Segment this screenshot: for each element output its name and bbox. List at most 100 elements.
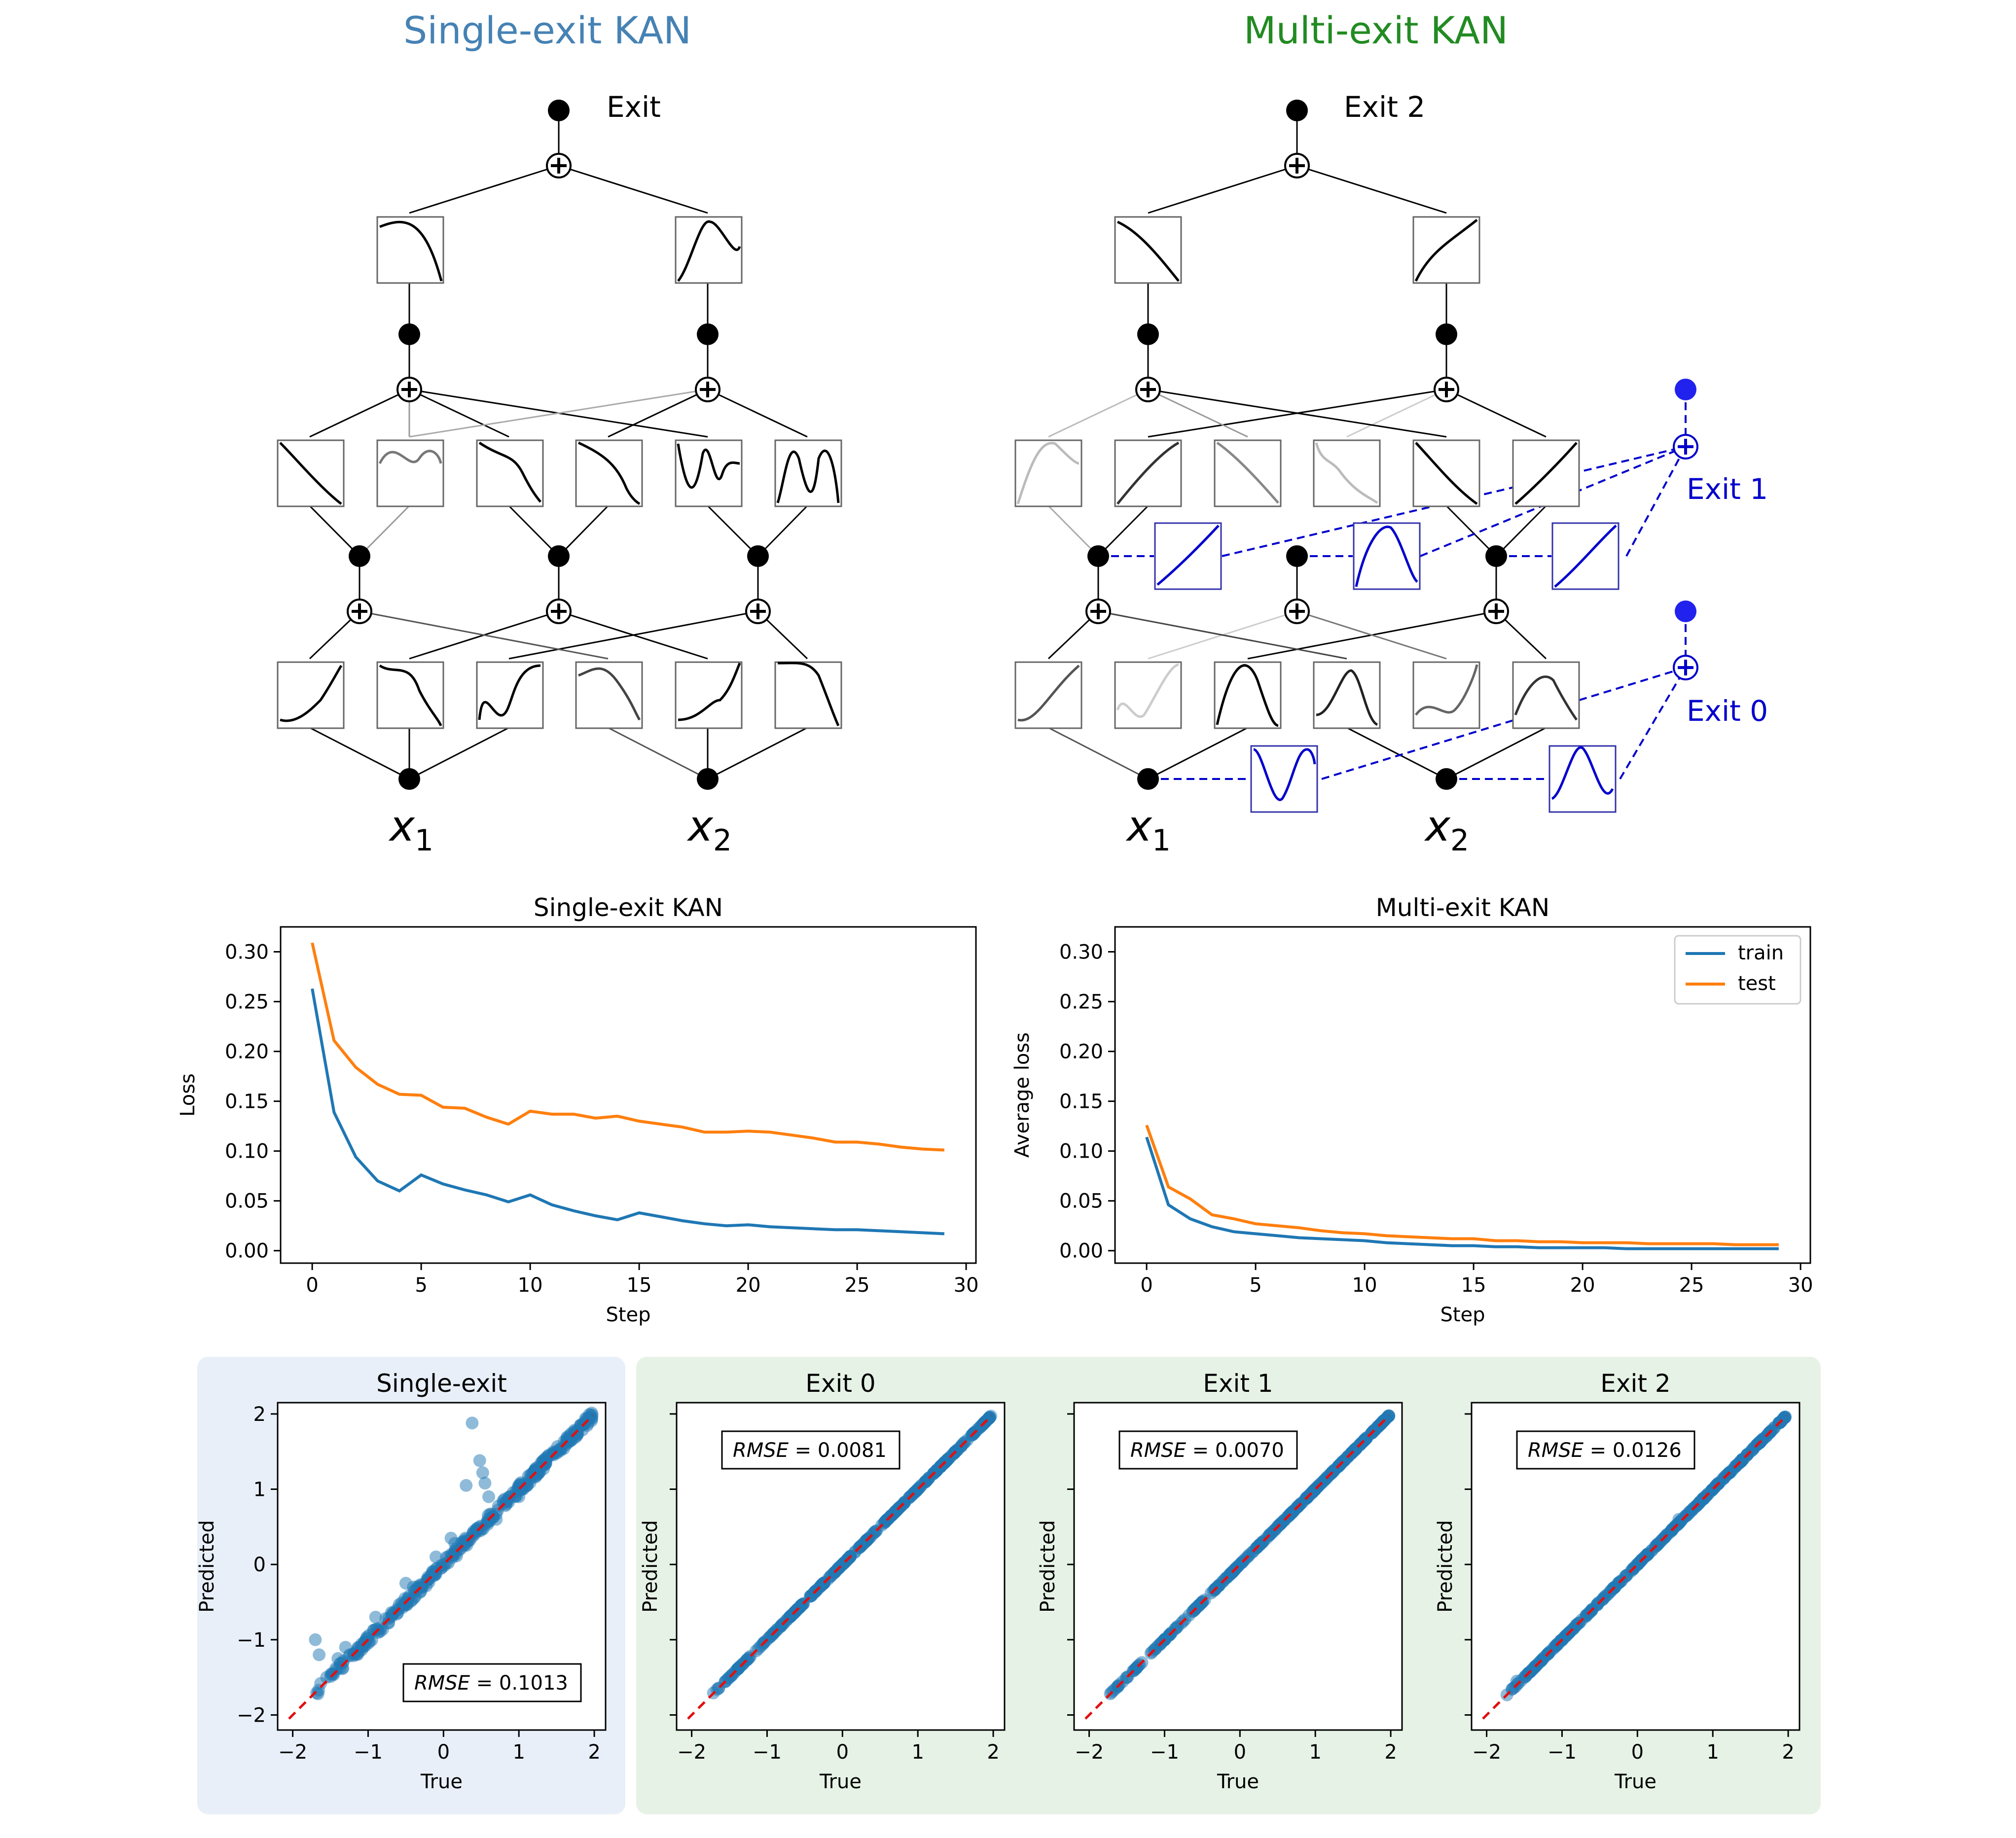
scatter-0-point xyxy=(431,1561,444,1575)
scatter-1-annotation-box xyxy=(721,1430,900,1470)
scatter-0-point xyxy=(339,1641,352,1654)
exit-0-scatter: Exit 0 −2 −1 0 1 2 True Predicted RMSE = 0.0081 xyxy=(639,1369,1006,1793)
loss-multi-xtick-label: 30 xyxy=(1788,1274,1813,1297)
loss-single-xtick-label: 15 xyxy=(627,1274,652,1297)
scatter-0-point xyxy=(476,1466,489,1479)
scatter-0-point xyxy=(398,1592,412,1605)
scatter-3-xtick-label: −2 xyxy=(1472,1741,1501,1764)
scatter-0-point xyxy=(558,1435,571,1448)
scatter-0-xtick-label: 0 xyxy=(437,1741,450,1764)
scatter-1-annotation: RMSE = 0.0081 xyxy=(733,1439,887,1462)
loss-single-ylabel: Loss xyxy=(177,1073,199,1117)
loss-single-xtick-label: 5 xyxy=(415,1274,427,1297)
scatter-2-xtick-label: 2 xyxy=(1384,1741,1397,1764)
single-exit-kan-diagram: Single-exit KAN xyxy=(277,8,842,858)
scatter-3-frame xyxy=(1471,1402,1800,1731)
scatter-3-title: Exit 2 xyxy=(1600,1369,1670,1398)
multi-exit-output-label-0: Exit 0 xyxy=(1687,694,1768,728)
scatter-3-xtick-label: 2 xyxy=(1782,1741,1794,1764)
scatter-1-xtick-label: −1 xyxy=(753,1741,782,1764)
scatter-2-annotation-value: = 0.0070 xyxy=(1186,1439,1284,1462)
scatter-1-ylabel: Predicted xyxy=(639,1520,662,1613)
scatter-0-point xyxy=(473,1454,486,1467)
scatter-0-point xyxy=(391,1607,403,1621)
scatter-0-ytick-label: 2 xyxy=(253,1403,266,1426)
multi-input-x2: x2 xyxy=(1424,802,1469,858)
loss-multi-legend-label-1: test xyxy=(1738,972,1776,995)
scatter-1-annotation-label: RMSE xyxy=(733,1439,789,1462)
loss-multi-frame xyxy=(1114,926,1811,1264)
scatter-3-reference-line xyxy=(1482,1414,1788,1720)
scatter-0-annotation-value: = 0.1013 xyxy=(470,1672,568,1695)
loss-single-series-1-line xyxy=(311,942,945,1152)
scatter-2-ylabel: Predicted xyxy=(1037,1520,1059,1613)
loss-multi-series-1-line xyxy=(1145,1125,1779,1246)
loss-single-ytick-label: 0.25 xyxy=(225,991,269,1014)
scatter-2-frame xyxy=(1073,1402,1403,1731)
scatter-0-reference-line xyxy=(288,1414,594,1720)
loss-multi-xtick-label: 15 xyxy=(1461,1274,1486,1297)
single-input-x2: x2 xyxy=(686,802,732,858)
multi-exit-kan-diagram: Multi-exit KAN xyxy=(1014,8,1768,858)
loss-multi-ytick-label: 0.05 xyxy=(1059,1190,1103,1213)
loss-multi-series-0-line xyxy=(1145,1136,1779,1250)
exit-2-scatter: Exit 2 −2 −1 0 1 2 True Predicted RMSE = 0.0126 xyxy=(1434,1369,1800,1793)
single-exit-diagram-title: Single-exit KAN xyxy=(403,8,691,52)
scatter-0-point xyxy=(514,1476,528,1489)
scatter-0-point xyxy=(466,1416,479,1430)
scatter-0-point xyxy=(430,1550,442,1563)
scatter-2-xtick-label: −1 xyxy=(1150,1741,1179,1764)
scatter-0-ytick-label: −2 xyxy=(237,1704,266,1727)
loss-single-xtick-label: 20 xyxy=(736,1274,761,1297)
scatter-2-xtick-label: −2 xyxy=(1075,1741,1104,1764)
loss-multi-xtick-label: 5 xyxy=(1249,1274,1261,1297)
scatter-0-point xyxy=(331,1652,345,1665)
scatter-0-point xyxy=(502,1491,515,1504)
loss-single-ytick-label: 0.00 xyxy=(225,1240,269,1263)
scatter-0-xtick-label: 1 xyxy=(512,1741,525,1764)
scatter-3-ylabel: Predicted xyxy=(1434,1520,1457,1613)
scatter-0-point xyxy=(399,1577,412,1590)
scatter-0-point xyxy=(460,1479,473,1492)
scatter-2-title: Exit 1 xyxy=(1203,1369,1273,1398)
scatter-0-point xyxy=(363,1635,376,1648)
scatter-1-xtick-label: 0 xyxy=(836,1741,849,1764)
loss-multi-xtick-label: 25 xyxy=(1679,1274,1704,1297)
loss-multi-ytick-label: 0.10 xyxy=(1059,1140,1103,1163)
scatter-0-point xyxy=(313,1648,326,1661)
multi-exit-output-label-1: Exit 1 xyxy=(1687,472,1768,506)
scatter-0-xtick-label: 2 xyxy=(588,1741,600,1764)
loss-single-ytick-label: 0.05 xyxy=(225,1190,269,1213)
scatter-2-annotation-label: RMSE xyxy=(1130,1439,1187,1462)
scatter-0-point xyxy=(482,1490,495,1503)
loss-single-ytick-label: 0.15 xyxy=(225,1091,269,1113)
loss-single-xtick-label: 25 xyxy=(845,1274,870,1297)
scatter-1-xlabel: True xyxy=(819,1770,862,1793)
scatter-0-point xyxy=(320,1671,333,1684)
scatter-2-xtick-label: 0 xyxy=(1234,1741,1246,1764)
multi-exit-output-label-2: Exit 2 xyxy=(1344,90,1425,124)
loss-single-ytick-label: 0.20 xyxy=(225,1041,269,1063)
single-exit-loss-chart: Single-exit KAN 0 5 10 15 20 25 30 0.00 0.05 0.10 0… xyxy=(177,893,979,1326)
scatter-2-annotation: RMSE = 0.0070 xyxy=(1130,1439,1284,1462)
loss-single-title: Single-exit KAN xyxy=(534,893,723,922)
single-input-x1: x1 xyxy=(388,802,433,858)
loss-single-xlabel: Step xyxy=(606,1304,650,1326)
scatter-2-reference-line xyxy=(1084,1414,1390,1720)
loss-single-xtick-label: 10 xyxy=(518,1274,543,1297)
scatter-0-title: Single-exit xyxy=(376,1369,507,1398)
loss-multi-xtick-label: 10 xyxy=(1352,1274,1377,1297)
multi-exit-diagram-title: Multi-exit KAN xyxy=(1244,8,1508,52)
multi-exit-loss-chart: Multi-exit KAN 0 5 10 15 20 25 30 0.00 0.05 0.10 0.… xyxy=(1011,893,1813,1326)
scatter-0-xtick-label: −1 xyxy=(354,1741,383,1764)
loss-multi-ytick-label: 0.00 xyxy=(1059,1240,1103,1263)
scatter-0-point xyxy=(309,1633,322,1646)
loss-multi-legend-label-0: train xyxy=(1738,942,1784,964)
scatter-1-frame xyxy=(676,1402,1006,1731)
scatter-0-frame xyxy=(277,1402,607,1731)
loss-multi-xtick-label: 0 xyxy=(1140,1274,1152,1297)
scatter-3-xtick-label: 0 xyxy=(1631,1741,1644,1764)
multi-input-x1: x1 xyxy=(1125,802,1171,858)
loss-single-frame xyxy=(280,926,977,1264)
